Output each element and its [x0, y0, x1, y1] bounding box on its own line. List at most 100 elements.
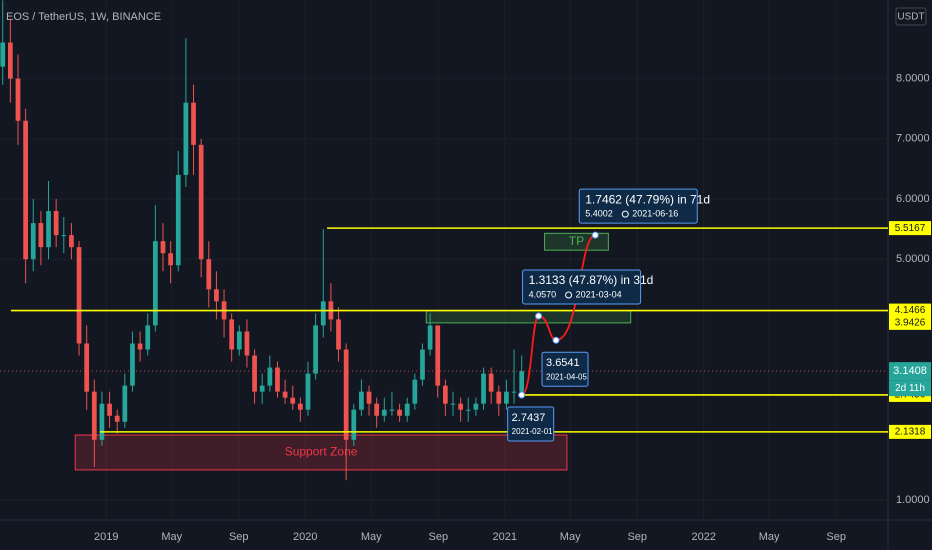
candle-body: [267, 367, 273, 386]
measure-box: [578, 188, 698, 224]
level-label-box: [889, 221, 931, 236]
measure-change: 1.3133 (47.87%) in 31d: [529, 273, 654, 287]
currency-label[interactable]: USDT: [897, 12, 924, 23]
candle-body: [91, 391, 97, 440]
candle-body: [61, 235, 67, 237]
candle-body: [442, 385, 448, 404]
x-tick-label: 2019: [94, 531, 118, 543]
candle-body: [374, 403, 380, 416]
candle-body: [38, 223, 44, 248]
candle-body: [381, 409, 387, 416]
candle-body: [145, 325, 151, 350]
candle-body: [404, 403, 410, 416]
candle-body: [152, 241, 158, 326]
x-tick-label: Sep: [826, 531, 846, 543]
point-price: 3.6541: [546, 357, 580, 369]
y-tick-label: 8.0000: [896, 73, 930, 85]
candle-body: [53, 211, 59, 236]
x-tick-label: Sep: [229, 531, 249, 543]
candle-body: [496, 391, 502, 404]
candle-body: [252, 355, 257, 392]
currency-box[interactable]: [895, 7, 927, 26]
candle-body: [519, 371, 525, 392]
candle-body: [244, 331, 250, 356]
point-box: [541, 351, 589, 387]
level-label: 5.5167: [895, 223, 926, 234]
measure-icon: [621, 210, 629, 218]
candle-body: [397, 409, 402, 416]
candle-body: [175, 174, 181, 266]
candle-body: [160, 241, 166, 254]
candle-body: [297, 403, 303, 410]
x-tick-label: 2020: [293, 531, 317, 543]
projection-point: [535, 312, 543, 320]
candle-body: [435, 325, 441, 386]
candle-body: [130, 343, 135, 386]
candle-body: [259, 385, 265, 392]
zone: [425, 310, 632, 324]
candle-body: [465, 409, 471, 411]
projection-point: [591, 231, 599, 239]
candle-body: [351, 409, 357, 440]
last-price-box: [889, 362, 931, 381]
x-tick-label: Sep: [627, 531, 647, 543]
candle-body: [206, 259, 212, 290]
candle-body: [389, 409, 395, 411]
measure-box: [522, 269, 642, 305]
candle-body: [450, 403, 456, 405]
candle-body: [183, 102, 189, 175]
level-label-box: [889, 303, 931, 318]
candle-body: [481, 373, 486, 404]
candle-body: [0, 42, 6, 67]
point-date: 2021-02-01: [512, 427, 553, 436]
measure-date: 2021-03-04: [576, 289, 622, 299]
x-tick-label: May: [161, 531, 182, 543]
zone: [74, 434, 568, 471]
last-price-label: 3.1408: [893, 365, 927, 377]
candle-body: [122, 385, 128, 422]
x-tick-label: 2022: [692, 531, 716, 543]
point-box: [507, 406, 555, 442]
candle-body: [458, 403, 463, 410]
candle-body: [7, 42, 13, 79]
candle-body: [275, 367, 280, 392]
candle-body: [236, 331, 242, 350]
candle-body: [427, 325, 433, 350]
candle-body: [198, 144, 204, 260]
measure-icon: [565, 291, 573, 299]
candle-body: [359, 391, 364, 410]
candle-body: [214, 289, 219, 302]
level-label-box: [889, 315, 931, 330]
point-date: 2021-04-05: [546, 372, 587, 381]
point-price: 2.7437: [512, 412, 546, 424]
candle-body: [46, 211, 51, 248]
candle-body: [23, 120, 28, 260]
candle-body: [282, 391, 288, 398]
candle-body: [473, 403, 479, 410]
candle-body: [107, 403, 112, 416]
candle-body: [99, 403, 105, 440]
level-label: 4.1466: [895, 305, 926, 316]
candle-body: [511, 391, 517, 393]
candle-body: [229, 319, 235, 350]
y-tick-label: 6.0000: [896, 193, 930, 205]
projection-point: [518, 391, 526, 399]
level-label: 2.1318: [895, 427, 926, 438]
plot-area: TP Support Zone: [0, 0, 888, 481]
countdown-box: [889, 380, 931, 397]
measure-date: 2021-06-16: [632, 209, 678, 219]
level-label-box: [889, 424, 931, 439]
countdown-label: 2d 11h: [895, 383, 925, 394]
y-tick-label: 5.0000: [896, 253, 930, 265]
chart-title: EOS / TetherUS, 1W, BINANCE: [6, 11, 161, 23]
x-tick-label: May: [759, 531, 780, 543]
projection-point: [552, 336, 560, 344]
candle-body: [137, 343, 143, 350]
candle-body: [366, 391, 372, 404]
measure-price: 4.0570: [529, 289, 557, 299]
candle-body: [412, 379, 418, 404]
candle-body: [30, 223, 36, 260]
candle-body: [290, 397, 296, 404]
